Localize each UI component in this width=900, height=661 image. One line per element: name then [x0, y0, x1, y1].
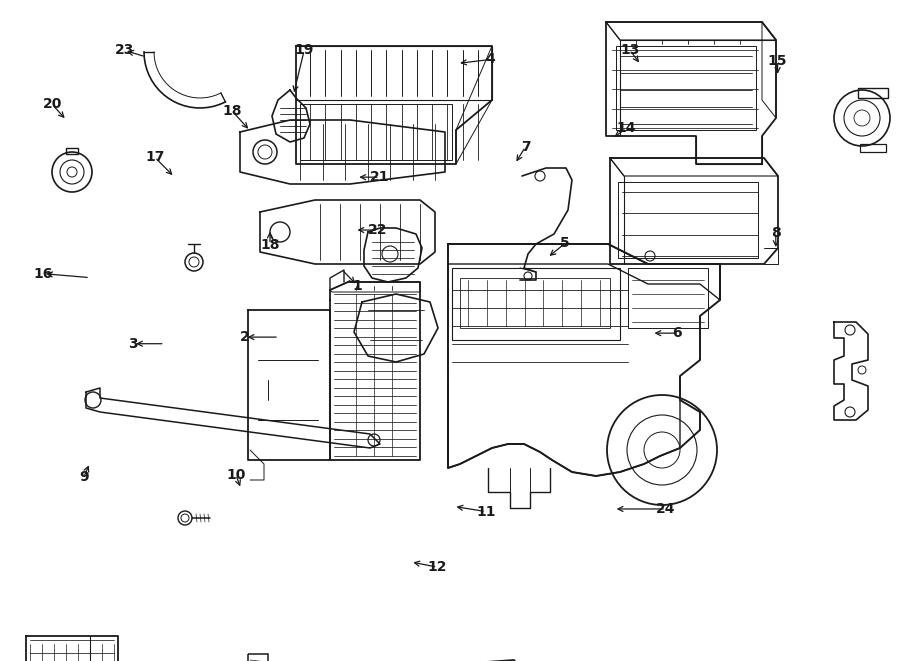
Text: 19: 19 — [294, 43, 314, 58]
Text: 15: 15 — [768, 54, 788, 68]
Text: 12: 12 — [428, 560, 447, 574]
Bar — [616, 46, 756, 130]
Text: 18: 18 — [260, 237, 280, 252]
Text: 11: 11 — [476, 504, 496, 519]
Text: 16: 16 — [33, 266, 53, 281]
Text: 17: 17 — [145, 150, 165, 165]
Bar — [248, 654, 268, 661]
Text: 5: 5 — [561, 236, 570, 251]
Bar — [452, 268, 620, 340]
Text: 21: 21 — [370, 170, 390, 184]
Text: 18: 18 — [222, 104, 242, 118]
Bar — [66, 148, 78, 154]
Bar — [618, 182, 758, 258]
Bar — [628, 268, 708, 328]
Text: 23: 23 — [114, 43, 134, 58]
Text: 4: 4 — [486, 52, 495, 67]
Text: 8: 8 — [771, 225, 780, 240]
Text: 24: 24 — [656, 502, 676, 516]
Bar — [860, 144, 886, 152]
Bar — [300, 104, 452, 160]
Text: 6: 6 — [672, 326, 681, 340]
Text: 9: 9 — [79, 470, 88, 485]
Text: 10: 10 — [226, 467, 246, 482]
Text: 7: 7 — [521, 139, 530, 154]
Text: 13: 13 — [620, 43, 640, 58]
Bar — [460, 278, 610, 328]
Text: 3: 3 — [129, 336, 138, 351]
Text: 20: 20 — [42, 97, 62, 112]
Text: 14: 14 — [616, 121, 636, 136]
Bar — [858, 88, 888, 98]
Text: 1: 1 — [353, 278, 362, 293]
Text: 22: 22 — [368, 223, 388, 237]
Text: 2: 2 — [240, 330, 249, 344]
